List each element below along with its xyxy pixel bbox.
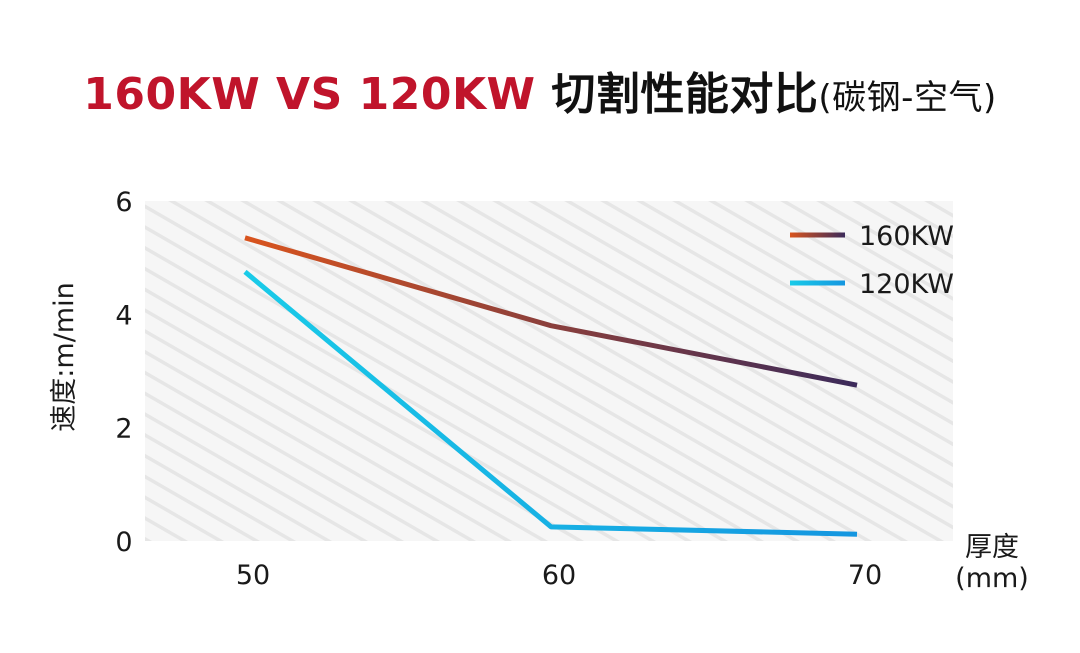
x-axis-ticks: 50 60 70 [236, 560, 882, 591]
series-line-120KW [243, 269, 858, 537]
series-lines [243, 235, 858, 537]
x-tick-label: 70 [848, 560, 882, 591]
title-sub: (碳钢-空气) [818, 78, 997, 118]
x-tick-label: 60 [542, 560, 576, 591]
y-tick-label: 4 [115, 300, 132, 331]
title-main: 切割性能对比 [551, 69, 819, 120]
legend: 160KW 120KW [790, 221, 954, 300]
x-tick-label: 50 [236, 560, 270, 591]
legend-label-160KW: 160KW [859, 221, 954, 252]
y-tick-label: 0 [115, 527, 132, 558]
y-tick-label: 2 [115, 414, 132, 445]
series-line-160KW [244, 235, 858, 388]
legend-label-120KW: 120KW [859, 269, 954, 300]
y-tick-label: 6 [115, 187, 132, 218]
chart-title: 160KW VS 120KW 切割性能对比(碳钢-空气) [0, 58, 1080, 122]
plot-area-background [145, 201, 953, 541]
y-axis-ticks: 0 2 4 6 [115, 187, 132, 558]
title-accent: 160KW VS 120KW [83, 69, 536, 120]
x-axis-label-line1: 厚度 [965, 532, 1019, 563]
y-axis-label: 速度:m/min [49, 282, 80, 431]
x-axis-label-line2: (mm) [955, 563, 1029, 594]
